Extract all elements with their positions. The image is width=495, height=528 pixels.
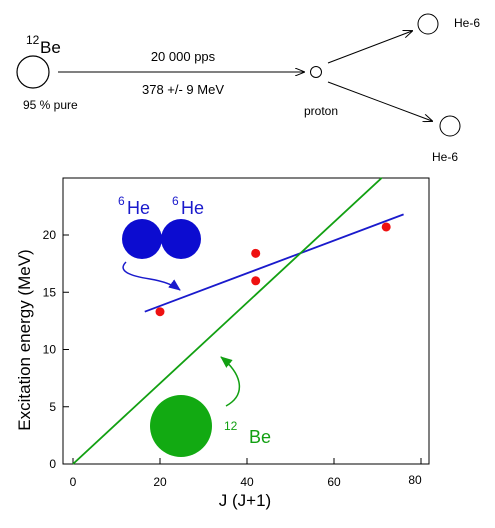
y-axis-label: Excitation energy (MeV) [15, 249, 34, 430]
fit-line-6he-6he [144, 213, 404, 313]
compact-pointer-arrow [220, 356, 241, 407]
target-label: proton [304, 104, 338, 118]
y-tick-label: 20 [43, 228, 57, 242]
x-axis-ticks: 0 20 40 60 80 [70, 458, 422, 489]
beryllium-12-nucleus [16, 55, 50, 89]
lower-product-label: He-6 [432, 150, 458, 164]
helium-cluster-annotation: 6 He 6 He [118, 194, 204, 291]
beam-energy: 378 +/- 9 MeV [142, 82, 224, 97]
beam-rate: 20 000 pps [151, 49, 216, 64]
y-tick-label: 5 [49, 400, 56, 414]
lower-product-arrow [327, 81, 432, 121]
fit-lines [72, 177, 404, 465]
cluster-pointer-arrow [122, 261, 181, 291]
x-tick-label: 40 [240, 475, 254, 489]
helium-6-nucleus-upper [417, 13, 439, 35]
x-tick-label: 80 [408, 473, 422, 487]
data-points [155, 222, 391, 317]
beryllium-compact-annotation: 12 Be [150, 356, 271, 457]
rotational-band-plot: 0 20 40 60 80 0 5 10 15 20 J (J+1) Excitation en… [15, 177, 430, 510]
beam-symbol: Be [40, 38, 61, 57]
compact-label-mass: 12 [224, 419, 238, 433]
x-tick-label: 0 [70, 475, 77, 489]
data-point [381, 222, 391, 232]
cluster-label-b-symbol: He [181, 198, 204, 218]
proton-target [310, 66, 322, 78]
beam-mass-number: 12 [26, 33, 40, 47]
x-tick-label: 20 [153, 475, 167, 489]
upper-product-arrow [327, 31, 412, 64]
y-axis-ticks: 0 5 10 15 20 [43, 228, 69, 471]
data-point [251, 276, 261, 286]
y-tick-label: 0 [49, 457, 56, 471]
y-tick-label: 15 [43, 285, 57, 299]
cluster-label-a-mass: 6 [118, 194, 125, 208]
upper-product-label: He-6 [454, 16, 480, 30]
plot-frame [62, 177, 430, 465]
reaction-diagram: 12 Be 95 % pure 20 000 pps 378 +/- 9 MeV… [16, 13, 480, 164]
cluster-label-b-mass: 6 [172, 194, 179, 208]
helium-6-cluster-right [161, 219, 201, 259]
x-axis-label: J (J+1) [219, 491, 271, 510]
data-point [251, 248, 261, 258]
beam-purity: 95 % pure [23, 98, 78, 112]
compact-label-symbol: Be [249, 427, 271, 447]
beryllium-12-compact-nucleus [150, 395, 212, 457]
cluster-label-a-symbol: He [127, 198, 150, 218]
helium-6-cluster-left [122, 219, 162, 259]
x-tick-label: 60 [327, 475, 341, 489]
fit-line-12be [72, 177, 383, 465]
y-tick-label: 10 [43, 343, 57, 357]
data-point [155, 307, 165, 317]
helium-6-nucleus-lower [439, 115, 461, 137]
